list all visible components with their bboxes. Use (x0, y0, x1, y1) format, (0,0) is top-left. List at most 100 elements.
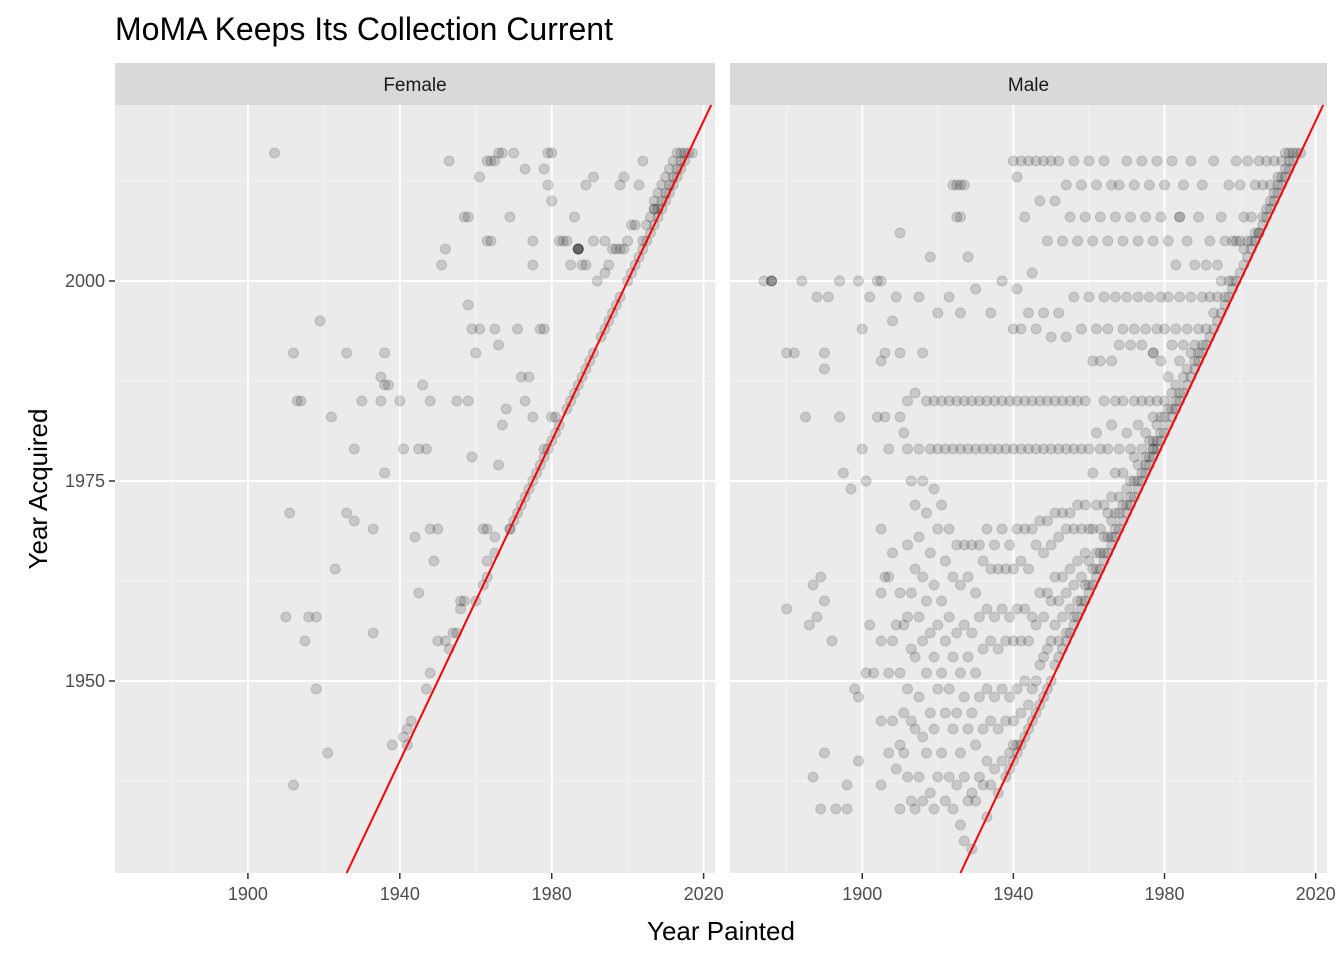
data-point (951, 179, 963, 191)
data-point (928, 723, 940, 735)
data-point (970, 739, 982, 751)
data-point (845, 483, 857, 495)
data-point (1011, 523, 1023, 535)
data-point (1155, 411, 1167, 423)
data-point (913, 691, 925, 703)
data-point (958, 835, 970, 847)
data-point (1026, 523, 1038, 535)
data-point (1159, 411, 1171, 423)
data-point (1079, 211, 1091, 223)
data-point (1064, 563, 1076, 575)
data-point (894, 227, 906, 239)
data-point (314, 315, 326, 327)
data-point (1200, 323, 1212, 335)
data-point (818, 347, 830, 359)
data-point (1007, 323, 1019, 335)
data-point (981, 395, 993, 407)
data-point (981, 683, 993, 695)
data-point (1064, 507, 1076, 519)
data-point (527, 411, 539, 423)
data-point (1140, 451, 1152, 463)
data-point (519, 163, 531, 175)
data-point (917, 635, 929, 647)
data-point (341, 507, 353, 519)
x-axis-title: Year Painted (647, 916, 795, 946)
data-point (943, 771, 955, 783)
data-point (287, 347, 299, 359)
data-point (988, 763, 1000, 775)
data-point (890, 763, 902, 775)
data-point (879, 571, 891, 583)
data-point (1019, 675, 1031, 687)
data-point (996, 755, 1008, 767)
x-tick-label: 1940 (993, 884, 1033, 904)
data-point (1045, 539, 1057, 551)
data-point (905, 795, 917, 807)
data-point (1268, 187, 1280, 199)
data-point (1162, 371, 1174, 383)
data-point (1060, 627, 1072, 639)
data-point (766, 275, 778, 287)
data-point (1174, 211, 1186, 223)
data-point (1128, 395, 1140, 407)
data-point (894, 347, 906, 359)
data-point (432, 635, 444, 647)
data-point (973, 395, 985, 407)
data-point (1257, 179, 1269, 191)
data-point (1227, 275, 1239, 287)
data-point (939, 635, 951, 647)
data-point (1053, 155, 1065, 167)
data-point (902, 395, 914, 407)
data-point (1174, 291, 1186, 303)
data-point (656, 179, 668, 191)
data-point (1041, 395, 1053, 407)
data-point (1053, 307, 1065, 319)
data-point (920, 595, 932, 607)
x-tick-label: 1900 (228, 884, 268, 904)
data-point (1091, 563, 1103, 575)
data-point (766, 275, 778, 287)
data-point (1166, 403, 1178, 415)
data-point (451, 395, 463, 407)
data-point (1038, 651, 1050, 663)
data-point (815, 571, 827, 583)
data-point (1147, 443, 1159, 455)
data-point (1215, 275, 1227, 287)
data-point (924, 707, 936, 719)
data-point (954, 667, 966, 679)
data-point (1159, 323, 1171, 335)
data-point (981, 523, 993, 535)
data-point (992, 563, 1004, 575)
data-point (1125, 443, 1137, 455)
data-point (496, 419, 508, 431)
data-point (1023, 155, 1034, 167)
data-point (1125, 339, 1137, 351)
data-point (1109, 291, 1121, 303)
data-point (1098, 499, 1110, 511)
data-point (1159, 395, 1171, 407)
data-point (966, 395, 978, 407)
data-point (917, 347, 929, 359)
data-point (1079, 499, 1091, 511)
data-point (977, 779, 989, 791)
data-point (1234, 179, 1246, 191)
data-point (841, 779, 853, 791)
data-point (1007, 155, 1019, 167)
data-point (1185, 291, 1197, 303)
data-point (1147, 435, 1159, 447)
data-point (550, 411, 562, 423)
data-point (954, 819, 966, 831)
data-point (932, 683, 944, 695)
data-point (1121, 483, 1133, 495)
data-point (436, 259, 448, 271)
data-point (992, 723, 1004, 735)
data-point (905, 475, 917, 487)
data-point (1087, 235, 1099, 247)
data-point (527, 235, 539, 247)
data-point (1000, 563, 1012, 575)
data-point (1083, 555, 1095, 567)
data-point (1147, 411, 1159, 423)
strip-label-female: Female (383, 75, 446, 96)
data-point (985, 779, 997, 791)
data-point (1091, 323, 1103, 335)
